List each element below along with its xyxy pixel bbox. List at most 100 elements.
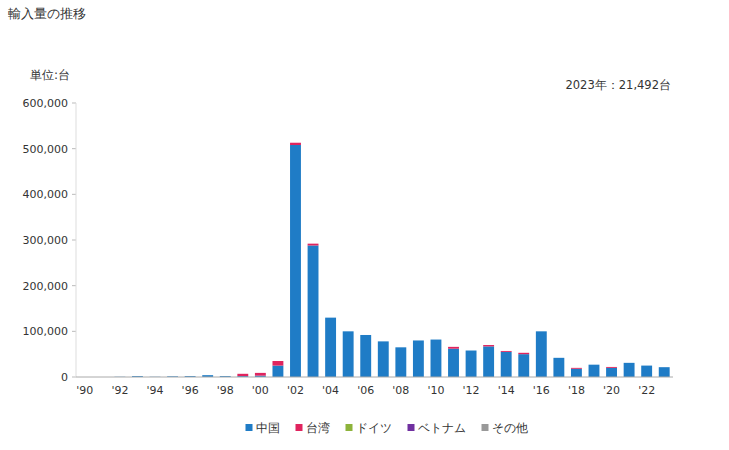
bar <box>448 347 459 349</box>
bar <box>237 373 248 374</box>
y-tick <box>72 194 76 195</box>
y-tick-label: 600,000 <box>23 97 69 110</box>
legend-label: 中国 <box>256 421 280 435</box>
bar <box>378 341 389 377</box>
bar <box>202 375 213 376</box>
title: 輸入量の推移 <box>8 6 86 21</box>
bar <box>501 350 512 351</box>
bar <box>185 376 196 377</box>
bar <box>589 364 600 365</box>
bar <box>571 369 582 377</box>
bar <box>290 145 301 377</box>
bar <box>466 350 477 351</box>
bar <box>325 318 336 377</box>
bar <box>272 361 283 362</box>
x-tick-label: '10 <box>427 384 444 397</box>
legend-label: ベトナム <box>418 421 466 435</box>
bar <box>308 243 319 244</box>
bar <box>501 350 512 352</box>
x-axis: '90'92'94'96'98'00'02'04'06'08'10'12'14'… <box>76 377 673 397</box>
bar <box>395 347 406 348</box>
bar <box>659 367 670 377</box>
bar <box>483 345 494 346</box>
bar <box>132 376 143 377</box>
legend-swatch <box>482 424 489 431</box>
bar <box>343 331 354 332</box>
legend-label: その他 <box>492 421 528 435</box>
bar <box>448 349 459 377</box>
bar <box>536 331 547 377</box>
bar <box>589 364 600 365</box>
bar <box>518 354 529 377</box>
bar <box>132 376 143 377</box>
bar <box>413 340 424 341</box>
bar <box>255 372 266 373</box>
bar <box>518 352 529 353</box>
bar <box>448 346 459 347</box>
bar <box>589 365 600 377</box>
bar <box>202 375 213 376</box>
bar <box>413 340 424 341</box>
bar <box>641 365 652 366</box>
bar <box>220 376 231 377</box>
bar <box>378 341 389 342</box>
y-tick-label: 500,000 <box>23 143 69 156</box>
y-axis-label: 単位:台 <box>30 68 70 82</box>
bar <box>466 350 477 351</box>
bar <box>272 366 283 377</box>
bar <box>431 340 442 377</box>
bar <box>448 346 459 347</box>
bar <box>518 352 529 353</box>
x-tick-label: '04 <box>322 384 339 397</box>
bar <box>624 362 635 363</box>
bar <box>431 339 442 340</box>
bar <box>659 367 670 368</box>
bar <box>483 345 494 346</box>
y-tick-label: 200,000 <box>23 280 69 293</box>
bar <box>378 341 389 342</box>
bar <box>518 353 529 354</box>
bar <box>571 367 582 368</box>
bar <box>624 362 635 363</box>
bar <box>518 352 529 353</box>
bar <box>360 334 371 335</box>
legend-label: 台湾 <box>306 421 330 435</box>
x-tick-label: '94 <box>146 384 163 397</box>
bar <box>132 376 143 377</box>
bar <box>395 347 406 348</box>
bar <box>272 361 283 362</box>
legend-swatch <box>246 424 253 431</box>
bar <box>641 365 652 366</box>
bar <box>659 367 670 368</box>
bar <box>483 345 494 346</box>
legend-swatch <box>346 424 353 431</box>
bar <box>553 358 564 377</box>
bar <box>255 372 266 373</box>
bar <box>272 361 283 366</box>
bar <box>431 339 442 340</box>
bar <box>624 362 635 363</box>
bar <box>589 364 600 365</box>
bar <box>571 367 582 368</box>
x-tick-label: '16 <box>533 384 550 397</box>
x-tick-label: '06 <box>357 384 374 397</box>
bar <box>290 142 301 143</box>
legend: 中国台湾ドイツベトナムその他 <box>246 421 528 435</box>
bar <box>624 362 635 363</box>
bar <box>606 368 617 377</box>
bar <box>553 357 564 358</box>
bar <box>185 376 196 377</box>
y-tick <box>72 285 76 286</box>
bar <box>606 366 617 368</box>
bar <box>272 361 283 362</box>
x-tick-label: '98 <box>217 384 234 397</box>
bar <box>536 331 547 332</box>
bar <box>220 376 231 377</box>
x-tick-label: '14 <box>498 384 515 397</box>
bar <box>413 340 424 341</box>
bar <box>343 331 354 332</box>
bar <box>536 331 547 332</box>
y-tick <box>72 377 76 378</box>
x-axis-line <box>76 377 673 378</box>
bar <box>448 346 459 347</box>
